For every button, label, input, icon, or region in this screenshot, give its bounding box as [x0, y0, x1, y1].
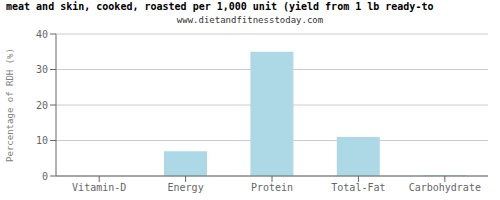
svg-text:Energy: Energy: [168, 182, 204, 193]
html-text:meat and skin, cooked, roasted: meat and skin, cooked, roasted per 1,000…: [6, 1, 434, 12]
svg-text:0: 0: [42, 171, 48, 182]
svg-text:10: 10: [36, 135, 48, 146]
svg-text:40: 40: [36, 29, 48, 40]
html-text:www.dietandfitnesstoday.com: www.dietandfitnesstoday.com: [176, 15, 324, 25]
svg-text:Percentage of RDH (%): Percentage of RDH (%): [8, 48, 15, 162]
svg-text:Protein: Protein: [251, 182, 293, 193]
svg-text:20: 20: [36, 100, 48, 111]
svg-text:Total-Fat: Total-Fat: [331, 182, 385, 193]
svg-text:Vitamin-D: Vitamin-D: [72, 182, 126, 193]
svg-text:Carbohydrate: Carbohydrate: [409, 182, 481, 193]
svg-text:30: 30: [36, 64, 48, 75]
